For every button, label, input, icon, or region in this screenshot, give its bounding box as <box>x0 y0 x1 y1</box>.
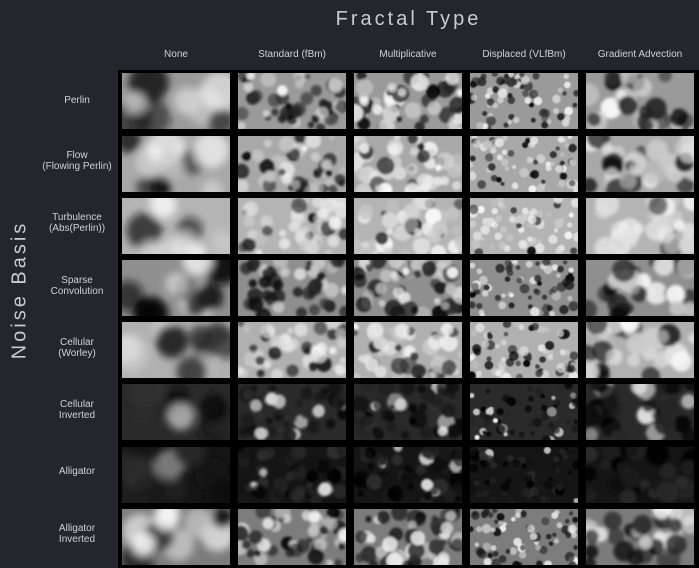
noise-grid-svg <box>122 73 694 565</box>
row-label-perlin: Perlin <box>64 95 90 106</box>
noise-thumbnail-alligator-multiplicative <box>354 447 462 503</box>
noise-thumbnail-sparse-convolution-gradient-advection <box>586 260 694 316</box>
noise-thumbnail-cellular-gradient-advection <box>586 322 694 378</box>
noise-thumbnail-flow-displaced <box>470 136 578 192</box>
row-axis-title: Noise Basis <box>8 220 31 360</box>
noise-thumbnail-cellular-multiplicative <box>354 322 462 378</box>
noise-thumbnail-perlin-gradient-advection <box>586 73 694 129</box>
noise-thumbnail-alligator-inverted-multiplicative <box>354 509 462 565</box>
noise-thumbnail-alligator-inverted-standard <box>238 509 346 565</box>
noise-thumbnail-turbulence-multiplicative <box>354 198 462 254</box>
row-label-cellular-inverted: Cellular Inverted <box>58 399 96 421</box>
noise-thumbnail-cellular-inverted-standard <box>238 384 346 440</box>
noise-image-grid <box>118 70 699 568</box>
noise-thumbnail-sparse-convolution-displaced <box>470 260 578 316</box>
noise-thumbnail-flow-none <box>122 136 230 192</box>
noise-thumbnail-flow-gradient-advection <box>586 136 694 192</box>
noise-thumbnail-alligator-inverted-gradient-advection <box>586 509 694 565</box>
column-header-gradient-advection: Gradient Advection <box>597 49 683 60</box>
noise-thumbnail-turbulence-gradient-advection <box>586 198 694 254</box>
noise-thumbnail-sparse-convolution-standard <box>238 260 346 316</box>
noise-thumbnail-cellular-none <box>122 322 230 378</box>
column-header-multiplicative: Multiplicative <box>379 49 437 60</box>
row-label-cellular: Cellular (Worley) <box>58 337 96 359</box>
noise-thumbnail-sparse-convolution-multiplicative <box>354 260 462 316</box>
noise-thumbnail-alligator-displaced <box>470 447 578 503</box>
noise-thumbnail-sparse-convolution-none <box>122 260 230 316</box>
row-label-sparse-convolution: Sparse Convolution <box>50 275 104 297</box>
noise-thumbnail-perlin-multiplicative <box>354 73 462 129</box>
column-header-standard: Standard (fBm) <box>258 49 326 60</box>
noise-thumbnail-alligator-standard <box>238 447 346 503</box>
column-header-displaced: Displaced (VLfBm) <box>482 49 566 60</box>
column-headers: None Standard (fBm) Multiplicative Displ… <box>118 49 699 65</box>
column-header-none: None <box>164 49 188 60</box>
noise-thumbnail-turbulence-none <box>122 198 230 254</box>
noise-thumbnail-alligator-inverted-displaced <box>470 509 578 565</box>
column-axis-title: Fractal Type <box>335 8 482 30</box>
noise-thumbnail-flow-standard <box>238 136 346 192</box>
row-label-alligator-inverted: Alligator Inverted <box>58 523 96 545</box>
noise-thumbnail-alligator-inverted-none <box>122 509 230 565</box>
noise-thumbnail-cellular-inverted-displaced <box>470 384 578 440</box>
noise-thumbnail-perlin-none <box>122 73 230 129</box>
row-label-alligator: Alligator <box>58 466 96 477</box>
noise-thumbnail-cellular-inverted-multiplicative <box>354 384 462 440</box>
noise-thumbnail-alligator-none <box>122 447 230 503</box>
noise-thumbnail-flow-multiplicative <box>354 136 462 192</box>
row-label-turbulence: Turbulence (Abs(Perlin)) <box>48 212 106 234</box>
noise-thumbnail-turbulence-displaced <box>470 198 578 254</box>
noise-thumbnail-cellular-inverted-none <box>122 384 230 440</box>
noise-thumbnail-cellular-displaced <box>470 322 578 378</box>
noise-thumbnail-turbulence-standard <box>238 198 346 254</box>
noise-thumbnail-alligator-gradient-advection <box>586 447 694 503</box>
row-label-flow: Flow (Flowing Perlin) <box>42 150 112 172</box>
noise-thumbnail-cellular-inverted-gradient-advection <box>586 384 694 440</box>
noise-thumbnail-perlin-standard <box>238 73 346 129</box>
noise-thumbnail-perlin-displaced <box>470 73 578 129</box>
noise-thumbnail-cellular-standard <box>238 322 346 378</box>
